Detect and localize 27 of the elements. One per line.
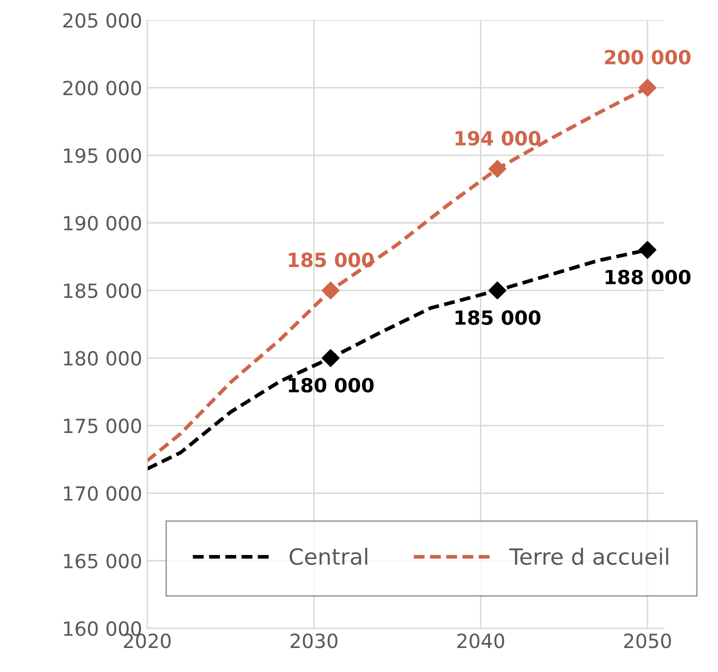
y-tick-label: 200 000 xyxy=(63,80,142,96)
y-tick-label: 185 000 xyxy=(64,283,142,298)
legend-label: Terre d accueil xyxy=(509,548,668,565)
y-tick-label: 195 000 xyxy=(64,148,142,163)
y-tick-label: 205 000 xyxy=(63,13,142,28)
point xyxy=(638,78,656,97)
point xyxy=(638,241,656,259)
x-tick-label: 2050 xyxy=(624,634,671,648)
y-tick-label: 160 000 xyxy=(64,621,142,636)
data-label: 200 000 xyxy=(605,50,691,65)
data-label: 180 000 xyxy=(288,378,374,393)
y-tick-label: 180 000 xyxy=(64,350,142,366)
point xyxy=(322,349,340,367)
x-tick-label: 2020 xyxy=(124,634,171,648)
legend-label: Central xyxy=(290,548,368,565)
data-label: 185 000 xyxy=(456,310,540,325)
x-tick-label: 2040 xyxy=(457,634,504,648)
data-label: 188 000 xyxy=(606,270,691,284)
x-tick-label: 2030 xyxy=(290,634,338,648)
data-label: 194 000 xyxy=(456,130,540,146)
y-tick-label: 175 000 xyxy=(64,418,142,434)
y-tick-label: 190 000 xyxy=(64,216,142,231)
point xyxy=(322,282,340,300)
y-tick-label: 170 000 xyxy=(64,486,142,501)
y-tick-label: 165 000 xyxy=(64,554,142,568)
point xyxy=(488,160,506,178)
point xyxy=(488,282,506,300)
